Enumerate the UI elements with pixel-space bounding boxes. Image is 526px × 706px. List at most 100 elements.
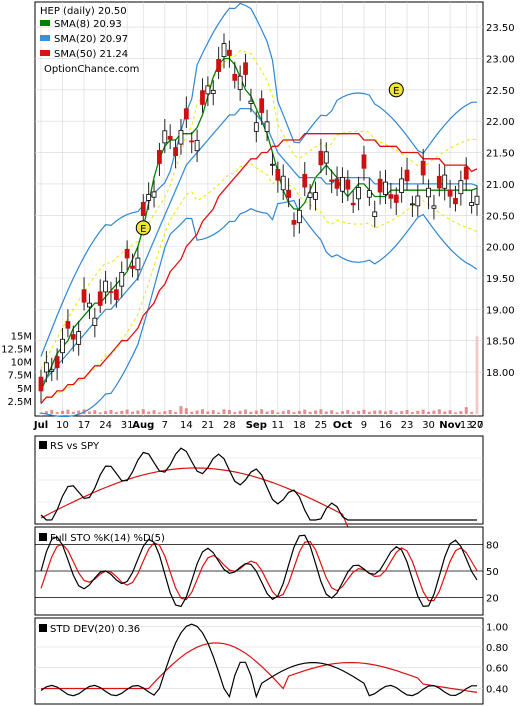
- bollinger-bands: [40, 2, 478, 418]
- candle-body: [372, 211, 378, 217]
- sma-line-8: [40, 57, 478, 392]
- candle-body: [200, 90, 205, 105]
- volume-bar: [453, 412, 457, 414]
- volume-bar: [233, 412, 237, 414]
- volume-bar: [427, 411, 431, 414]
- volume-bar: [55, 412, 59, 414]
- volume-bar: [93, 410, 97, 414]
- volume-bar: [405, 409, 409, 414]
- x-tick-label: 9: [361, 420, 367, 431]
- x-tick-label: 14: [180, 420, 193, 431]
- std-legend-swatch: [39, 624, 47, 632]
- price-panel: EE 23.5023.0022.5022.0021.5021.0020.5020…: [1, 1, 515, 431]
- volume-bar: [270, 410, 274, 414]
- volume-bar: [147, 411, 151, 414]
- sma-line-20: [40, 107, 478, 386]
- x-tick-label: Oct: [333, 420, 352, 431]
- candle-body: [361, 154, 367, 169]
- volume-bar: [410, 412, 414, 414]
- candle-body: [151, 191, 157, 198]
- candle-body: [323, 151, 329, 164]
- candle-body: [313, 192, 318, 200]
- earnings-marker-icon: [135, 220, 151, 236]
- candle-body: [345, 179, 351, 190]
- candle-body: [237, 75, 243, 90]
- candle-body: [426, 187, 431, 198]
- volume-bar: [319, 409, 323, 414]
- candle-body: [226, 49, 232, 56]
- candle-body: [366, 190, 372, 198]
- volume-bar: [249, 411, 253, 414]
- candle-body: [38, 376, 44, 392]
- sto-lines: [40, 534, 478, 608]
- sto-y-axis: 80 50 20: [486, 541, 499, 605]
- candle-body: [253, 122, 259, 132]
- volume-bar: [152, 410, 156, 414]
- volume-y-tick-label: 2.5M: [7, 397, 32, 408]
- volume-bar: [77, 410, 81, 414]
- candle-body: [442, 174, 448, 189]
- legend-label-sma50: SMA(50) 21.24: [54, 49, 128, 60]
- volume-bar: [163, 411, 167, 414]
- candle-body: [307, 192, 313, 198]
- bollinger-inner-upper: [40, 50, 478, 370]
- candle-body: [264, 121, 270, 132]
- price-y-axis: 23.50 23.00 22.50 22.00 21.50 21.00 20.50 20.00…: [486, 23, 515, 379]
- volume-bar: [297, 410, 301, 414]
- volume-bar: [114, 412, 118, 414]
- rs-panel: RS vs SPY: [34, 435, 484, 529]
- stochastic-panel: 80 50 20 Full STO %K(14) %D(5): [34, 526, 499, 616]
- volume-bar: [340, 411, 344, 414]
- watermark: OptionChance.com: [44, 64, 139, 75]
- candle-body: [404, 169, 410, 182]
- sto-k-line: [40, 534, 478, 608]
- volume-y-axis: 15M 12.5M 10M 7.5M 5M 2.5M: [1, 331, 32, 408]
- candle-body: [60, 338, 65, 354]
- sma-line-50: [40, 133, 478, 404]
- candle-body: [108, 291, 114, 293]
- candle-body: [356, 187, 361, 200]
- sto-y-tick-label: 20: [486, 593, 499, 604]
- volume-bar: [265, 411, 269, 414]
- volume-y-tick-label: 12.5M: [1, 344, 32, 355]
- candle-body: [399, 178, 405, 193]
- x-tick-label: 13: [460, 420, 473, 431]
- volume-bar: [416, 410, 420, 414]
- legend-swatch-sma8: [40, 20, 50, 26]
- candle-body: [410, 203, 415, 206]
- candle-body: [415, 195, 421, 207]
- rs-grid: [35, 457, 483, 503]
- volume-bar: [104, 411, 108, 414]
- volume-bar: [373, 410, 377, 414]
- sto-y-tick-label: 80: [486, 541, 499, 552]
- std-signal-line: [41, 642, 478, 693]
- candle-body: [87, 302, 92, 308]
- x-tick-label: 24: [99, 420, 112, 431]
- std-lines: [40, 623, 478, 699]
- volume-bar: [217, 412, 221, 414]
- candle-body: [124, 248, 130, 259]
- volume-bar: [459, 411, 463, 414]
- volume-bar: [421, 409, 425, 414]
- sto-title: Full STO %K(14) %D(5): [50, 533, 165, 544]
- candle-body: [43, 362, 49, 373]
- x-tick-label: 16: [379, 420, 392, 431]
- std-y-tick-label: 0.80: [486, 643, 508, 654]
- volume-y-tick-label: 5M: [17, 384, 32, 395]
- rs-legend-swatch: [39, 441, 47, 449]
- volume-bar: [227, 409, 231, 414]
- earnings-marker-icon: [388, 82, 404, 98]
- candle-body: [167, 135, 173, 140]
- candle-body: [302, 173, 308, 188]
- candle-body: [49, 369, 55, 372]
- candle-body: [447, 189, 453, 197]
- x-tick-label: Nov: [439, 420, 461, 431]
- volume-bar: [244, 409, 248, 414]
- candle-body: [329, 179, 335, 182]
- sto-d-line: [40, 540, 478, 602]
- volume-bar: [443, 411, 447, 414]
- price-y-tick-label: 21.00: [486, 180, 515, 191]
- legend-label-sma20: SMA(20) 20.97: [54, 34, 128, 45]
